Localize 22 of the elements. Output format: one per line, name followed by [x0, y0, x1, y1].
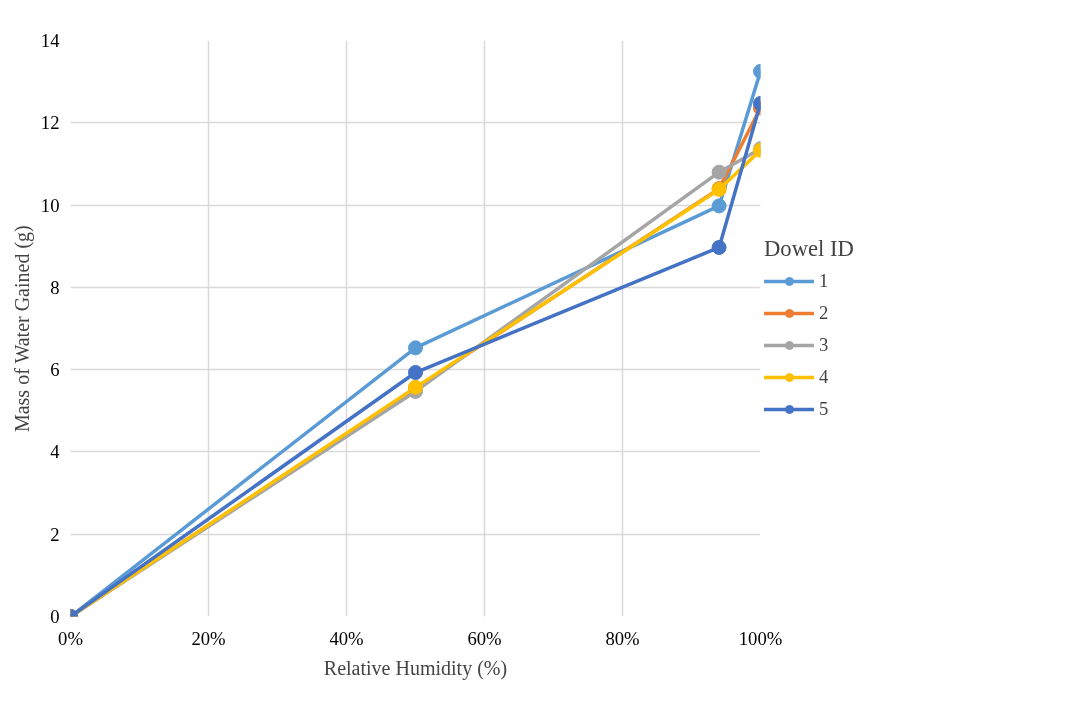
y-tick-label: 8: [50, 276, 60, 298]
x-tick-label: 20%: [191, 627, 226, 649]
legend-label: 2: [819, 302, 829, 324]
y-tick-label: 14: [40, 30, 61, 51]
legend-label: 5: [819, 398, 829, 420]
x-tick-label: 100%: [738, 627, 783, 649]
legend-label: 4: [819, 366, 829, 388]
x-tick-label: 40%: [329, 627, 364, 649]
y-tick-label: 2: [50, 523, 60, 545]
x-axis-title: Relative Humidity (%): [323, 656, 508, 680]
legend-title: Dowel ID: [764, 236, 854, 262]
x-tick-label: 60%: [467, 627, 502, 649]
x-tick-label: 80%: [605, 627, 640, 649]
x-tick-label: 0%: [58, 627, 83, 649]
y-tick-label: 0: [50, 606, 60, 627]
y-tick-label: 12: [40, 112, 60, 134]
legend-label: 1: [819, 270, 829, 292]
legend-label: 3: [819, 334, 829, 356]
y-tick-label: 6: [50, 359, 60, 381]
y-axis-title: Mass of Water Gained (g): [10, 225, 34, 433]
y-tick-label: 10: [40, 194, 60, 216]
y-tick-label: 4: [50, 441, 61, 463]
